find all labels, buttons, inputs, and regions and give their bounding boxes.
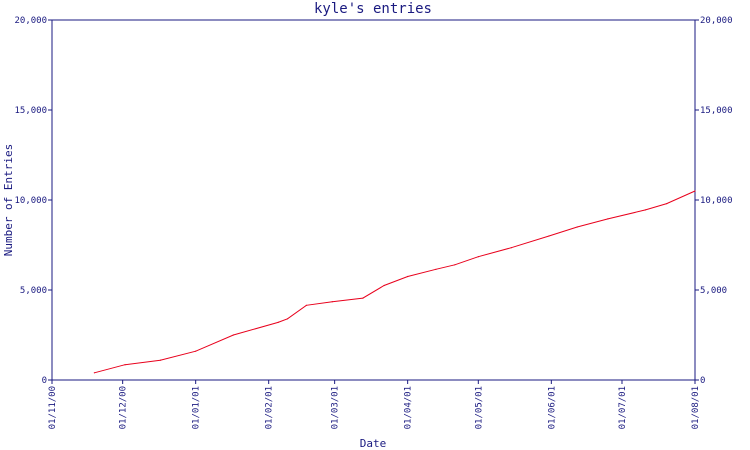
data-point — [548, 235, 550, 237]
y-axis-label: Number of Entries — [2, 144, 15, 257]
data-point — [454, 264, 456, 266]
x-tick-label: 01/12/00 — [119, 386, 129, 429]
y-tick-label-right: 10,000 — [700, 196, 733, 206]
x-axis-label: Date — [360, 437, 387, 450]
y-tick-label-left: 10,000 — [14, 196, 47, 206]
y-tick-label-right: 15,000 — [700, 106, 733, 116]
data-point — [435, 268, 437, 270]
x-tick-label: 01/05/01 — [474, 386, 484, 429]
series-line — [94, 190, 696, 374]
data-point — [407, 275, 409, 278]
chart-title: kyle's entries — [314, 1, 432, 17]
y-tick-label-right: 20,000 — [700, 16, 733, 26]
data-point — [93, 372, 95, 374]
data-point — [331, 301, 333, 303]
data-point — [477, 256, 479, 258]
x-tick-label: 01/02/01 — [265, 386, 275, 429]
x-tick-label: 01/08/01 — [691, 386, 701, 429]
x-tick-label: 01/03/01 — [331, 386, 341, 429]
y-tick-label-left: 0 — [42, 376, 47, 386]
data-point — [383, 284, 385, 287]
data-point — [694, 190, 696, 192]
y-tick-label-left: 20,000 — [14, 16, 47, 26]
x-axis: 01/11/00 01/12/00 01/01/01 01/02/01 01/03/01… — [48, 380, 701, 429]
y-axis-right: 0 5,000 10,000 15,000 20,000 — [695, 16, 733, 386]
y-tick-label-right: 0 — [700, 376, 705, 386]
y-tick-label-right: 5,000 — [700, 286, 727, 296]
series-layer — [93, 190, 696, 374]
data-point — [362, 297, 364, 299]
x-tick-label: 01/06/01 — [547, 386, 557, 429]
y-axis-left: 0 5,000 10,000 15,000 20,000 — [14, 16, 52, 386]
y-tick-label-left: 15,000 — [14, 106, 47, 116]
y-tick-label-left: 5,000 — [20, 286, 47, 296]
data-point — [195, 350, 197, 352]
data-point — [666, 203, 668, 205]
x-tick-label: 01/11/00 — [48, 386, 58, 429]
x-tick-label: 01/04/01 — [404, 386, 414, 429]
data-point — [124, 364, 126, 366]
data-point — [159, 359, 161, 361]
data-point — [286, 318, 289, 320]
data-point — [232, 334, 234, 336]
data-point — [576, 226, 578, 228]
data-point — [607, 218, 609, 220]
data-point — [644, 209, 647, 211]
x-tick-label: 01/01/01 — [192, 386, 202, 429]
data-point — [510, 247, 512, 249]
plot-frame — [51, 19, 696, 381]
x-tick-label: 01/07/01 — [618, 386, 628, 429]
data-point — [305, 304, 307, 306]
data-point — [277, 321, 279, 323]
